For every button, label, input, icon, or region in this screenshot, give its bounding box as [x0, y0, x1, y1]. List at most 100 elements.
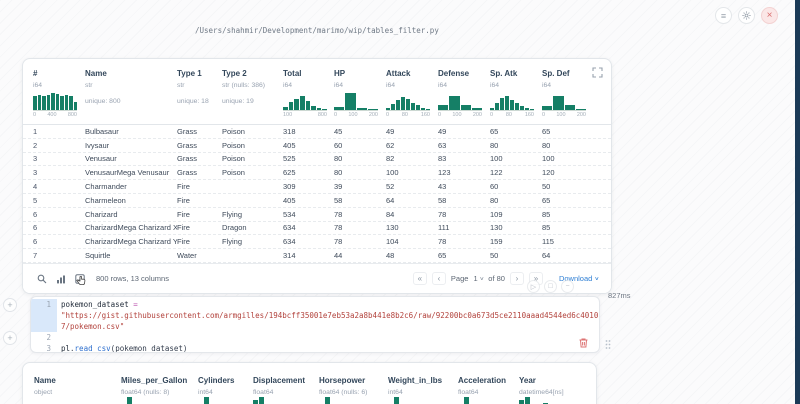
histogram-axis: 0 100 200 — [542, 112, 586, 118]
column-header[interactable]: Type 2 str (nulls: 386) unique: 19 — [222, 69, 283, 124]
histogram-bar — [299, 96, 305, 110]
column-header[interactable]: Cylinders int64 — [198, 376, 253, 404]
column-charts-toggle-icon[interactable] — [54, 272, 67, 285]
column-histogram[interactable]: 0 100 200 — [438, 94, 482, 118]
prev-page-button[interactable]: ‹ — [431, 272, 446, 285]
table-row[interactable]: 7 Squirtle Water 314 44 48 65 50 64 — [23, 249, 611, 263]
run-cell-icon[interactable]: ▷ — [527, 280, 540, 293]
histogram-bar — [449, 96, 460, 110]
line-number — [31, 321, 57, 332]
column-header[interactable]: Nameobjectunique: 311 — [34, 376, 121, 404]
column-header[interactable]: Total i64 100 800 — [283, 69, 334, 124]
page-number-select[interactable]: 1 ∨ — [473, 274, 485, 283]
menu-icon[interactable]: ≡ — [715, 7, 732, 24]
table-row[interactable]: 6 CharizardMega Charizard X Fire Dragon 634 7… — [23, 222, 611, 236]
table-cell: 1 — [33, 126, 38, 136]
pokemon-table-card: # i64 0 400 800 Name str unique: 800 Type 1 str un… — [22, 58, 612, 294]
code-line[interactable]: 3 pl.read_csv(pokemon_dataset) — [31, 343, 599, 352]
table-row[interactable]: 6 Charizard Fire Flying 534 78 84 78 109 85 — [23, 208, 611, 222]
column-header[interactable]: HP i64 0 100 200 — [334, 69, 386, 124]
drag-handle-icon[interactable] — [604, 339, 612, 350]
table-row[interactable]: 3 VenusaurMega Venusaur Grass Poison 625 80 10… — [23, 166, 611, 181]
table-cell: Charmeleon — [85, 195, 126, 205]
table-cell: 78 — [438, 237, 447, 247]
histogram-bar — [334, 106, 345, 110]
column-histogram[interactable]: 0 100 200 — [542, 94, 586, 118]
column-header[interactable]: Horsepower float64 (nulls: 6) — [319, 376, 388, 404]
column-header[interactable]: Weight_in_lbs int64 — [388, 376, 458, 404]
add-cell-above-button[interactable]: + — [3, 298, 17, 312]
collapse-cell-icon[interactable]: − — [561, 280, 574, 293]
histogram-bar — [464, 397, 469, 404]
axis-tick-label: 0 — [386, 112, 390, 118]
line-number — [31, 310, 57, 321]
histogram-bar — [416, 105, 420, 110]
table-cell: 122 — [490, 168, 503, 178]
axis-tick-label: 0 — [334, 112, 338, 118]
table-cell: Poison — [222, 168, 245, 178]
settings-gear-icon[interactable] — [738, 7, 755, 24]
column-header[interactable]: Displacement float64 — [253, 376, 319, 404]
table-cell: 3 — [33, 154, 38, 164]
table-row[interactable]: 5 Charmeleon Fire 405 58 64 58 80 65 — [23, 194, 611, 208]
code-line[interactable]: 7/pokemon.csv" — [31, 321, 599, 332]
column-dtype: float64 — [253, 389, 274, 396]
add-cell-below-button[interactable]: + — [3, 331, 17, 345]
close-icon[interactable]: × — [761, 7, 778, 24]
histogram-bar — [490, 107, 494, 110]
delete-cell-icon[interactable] — [579, 338, 588, 348]
histogram-bars — [542, 94, 586, 111]
data-panel-icon[interactable] — [73, 272, 86, 285]
download-button[interactable]: Download ∨ — [559, 274, 600, 283]
code-line[interactable]: "https://gist.githubusercontent.com/armg… — [31, 310, 599, 321]
chevron-down-icon: ∨ — [478, 275, 485, 282]
stop-cell-icon[interactable]: □ — [544, 280, 557, 293]
histogram-bar — [37, 94, 41, 110]
next-page-button[interactable]: › — [509, 272, 524, 285]
code-line[interactable]: 1 pokemon_dataset = — [31, 299, 599, 310]
column-histogram[interactable]: 0 400 800 — [33, 93, 77, 118]
column-header[interactable]: Sp. Atk i64 0 80 160 — [490, 69, 542, 124]
histogram-bar — [33, 95, 37, 110]
histogram-bar — [500, 98, 504, 110]
column-dtype: str — [177, 82, 185, 89]
table-cell: 85 — [542, 209, 551, 219]
histogram-axis: 100 800 — [283, 112, 327, 118]
table-cell: Ivysaur — [85, 140, 110, 150]
column-header[interactable]: # i64 0 400 800 — [33, 69, 85, 124]
column-histogram[interactable]: 0 80 160 — [386, 94, 430, 118]
column-histogram[interactable]: 0 80 160 — [490, 94, 534, 118]
histogram-bar — [42, 95, 46, 110]
table-row[interactable]: 3 Venusaur Grass Poison 525 80 82 83 100 100 — [23, 153, 611, 167]
histogram-bar — [542, 105, 553, 110]
column-histogram[interactable]: 0 100 200 — [334, 93, 378, 118]
table-row[interactable]: 1 Bulbasaur Grass Poison 318 45 49 49 65 65 — [23, 125, 611, 139]
column-header[interactable]: Sp. Def i64 0 100 200 — [542, 69, 611, 124]
column-header[interactable]: Defense i64 0 100 200 — [438, 69, 490, 124]
column-header[interactable]: Year datetime64[ns] — [519, 376, 596, 404]
table-cell: Poison — [222, 140, 245, 150]
column-histogram[interactable]: 100 800 — [283, 94, 327, 118]
table-row[interactable]: 4 Charmander Fire 309 39 52 43 60 50 — [23, 180, 611, 194]
column-header[interactable]: Acceleration float64 — [458, 376, 519, 404]
column-header[interactable]: Name str unique: 800 — [85, 69, 177, 124]
histogram-bar — [64, 94, 68, 110]
histogram-bar — [460, 104, 471, 110]
table-row[interactable]: 6 CharizardMega Charizard Y Fire Flying 634 7… — [23, 235, 611, 250]
search-icon[interactable] — [35, 272, 48, 285]
column-header[interactable]: Miles_per_Gallon float64 (nulls: 8) — [121, 376, 198, 404]
histogram-bar — [73, 102, 77, 110]
table-row[interactable]: 2 Ivysaur Grass Poison 405 60 62 63 80 80 — [23, 139, 611, 153]
code-cell[interactable]: 1 pokemon_dataset = "https://gist.githubus… — [30, 296, 600, 353]
expand-table-icon[interactable] — [592, 66, 604, 78]
column-header[interactable]: Attack i64 0 80 160 — [386, 69, 438, 124]
first-page-button[interactable]: « — [412, 272, 427, 285]
histogram-bar — [495, 102, 499, 110]
histogram-bar — [356, 107, 367, 110]
column-header[interactable]: Type 1 str unique: 18 — [177, 69, 222, 124]
axis-tick-label: 0 — [33, 112, 37, 118]
histogram-bar — [426, 108, 430, 110]
table-cell: 100 — [542, 154, 555, 164]
code-editor[interactable]: 1 pokemon_dataset = "https://gist.githubus… — [31, 299, 599, 352]
code-line[interactable]: 2 — [31, 332, 599, 343]
